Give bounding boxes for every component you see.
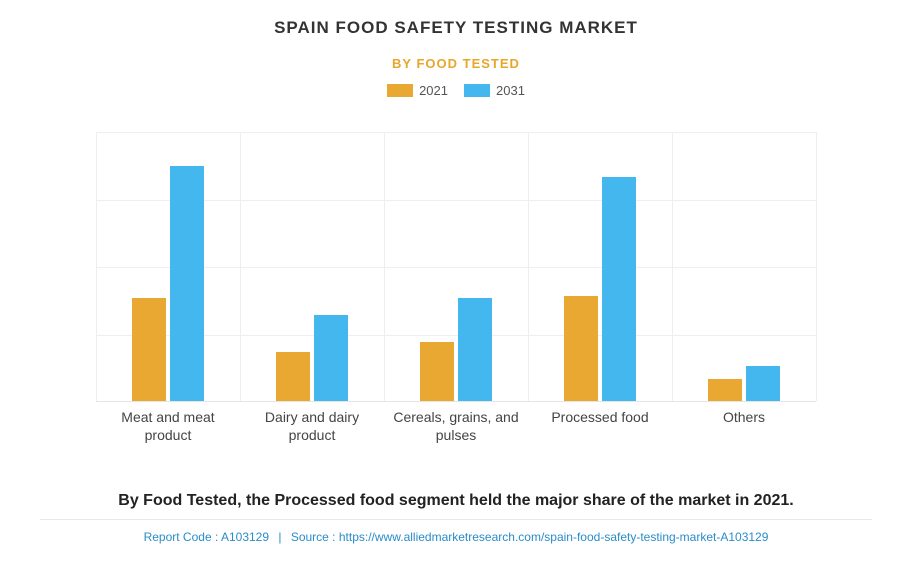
bar-2021-4 bbox=[708, 379, 742, 401]
chart-subtitle: BY FOOD TESTED bbox=[0, 56, 912, 71]
source-line: Report Code : A103129 | Source : https:/… bbox=[0, 530, 912, 544]
bar-2031-0 bbox=[170, 166, 204, 401]
bar-2021-3 bbox=[564, 296, 598, 401]
legend-swatch-2021 bbox=[387, 84, 413, 97]
bar-2021-1 bbox=[276, 352, 310, 401]
legend: 2021 2031 bbox=[0, 83, 912, 98]
bar-2021-0 bbox=[132, 298, 166, 401]
column-divider bbox=[384, 132, 385, 401]
source-url: https://www.alliedmarketresearch.com/spa… bbox=[339, 530, 769, 544]
column-divider bbox=[672, 132, 673, 401]
x-label-1: Dairy and dairy product bbox=[240, 408, 384, 444]
bar-2031-4 bbox=[746, 366, 780, 401]
chart-area: Meat and meat productDairy and dairy pro… bbox=[96, 132, 816, 442]
gridline bbox=[96, 267, 816, 268]
bar-2021-2 bbox=[420, 342, 454, 401]
x-label-3: Processed food bbox=[528, 408, 672, 444]
legend-item-2031: 2031 bbox=[464, 83, 525, 98]
separator-icon: | bbox=[278, 530, 281, 544]
legend-swatch-2031 bbox=[464, 84, 490, 97]
divider bbox=[40, 519, 872, 520]
bar-2031-3 bbox=[602, 177, 636, 401]
legend-label-2031: 2031 bbox=[496, 83, 525, 98]
gridline bbox=[96, 132, 816, 133]
column-divider bbox=[96, 132, 97, 401]
column-divider bbox=[240, 132, 241, 401]
x-label-4: Others bbox=[672, 408, 816, 444]
bar-2031-1 bbox=[314, 315, 348, 401]
chart-plot bbox=[96, 132, 816, 402]
legend-item-2021: 2021 bbox=[387, 83, 448, 98]
chart-caption: By Food Tested, the Processed food segme… bbox=[0, 492, 912, 510]
column-divider bbox=[528, 132, 529, 401]
gridline bbox=[96, 200, 816, 201]
x-label-2: Cereals, grains, and pulses bbox=[384, 408, 528, 444]
x-axis-labels: Meat and meat productDairy and dairy pro… bbox=[96, 408, 816, 444]
column-divider bbox=[816, 132, 817, 401]
gridline bbox=[96, 335, 816, 336]
report-code-value: A103129 bbox=[221, 530, 269, 544]
bar-2031-2 bbox=[458, 298, 492, 401]
report-code-label: Report Code : bbox=[144, 530, 219, 544]
x-label-0: Meat and meat product bbox=[96, 408, 240, 444]
legend-label-2021: 2021 bbox=[419, 83, 448, 98]
page-title: SPAIN FOOD SAFETY TESTING MARKET bbox=[0, 0, 912, 38]
source-label: Source : bbox=[291, 530, 336, 544]
